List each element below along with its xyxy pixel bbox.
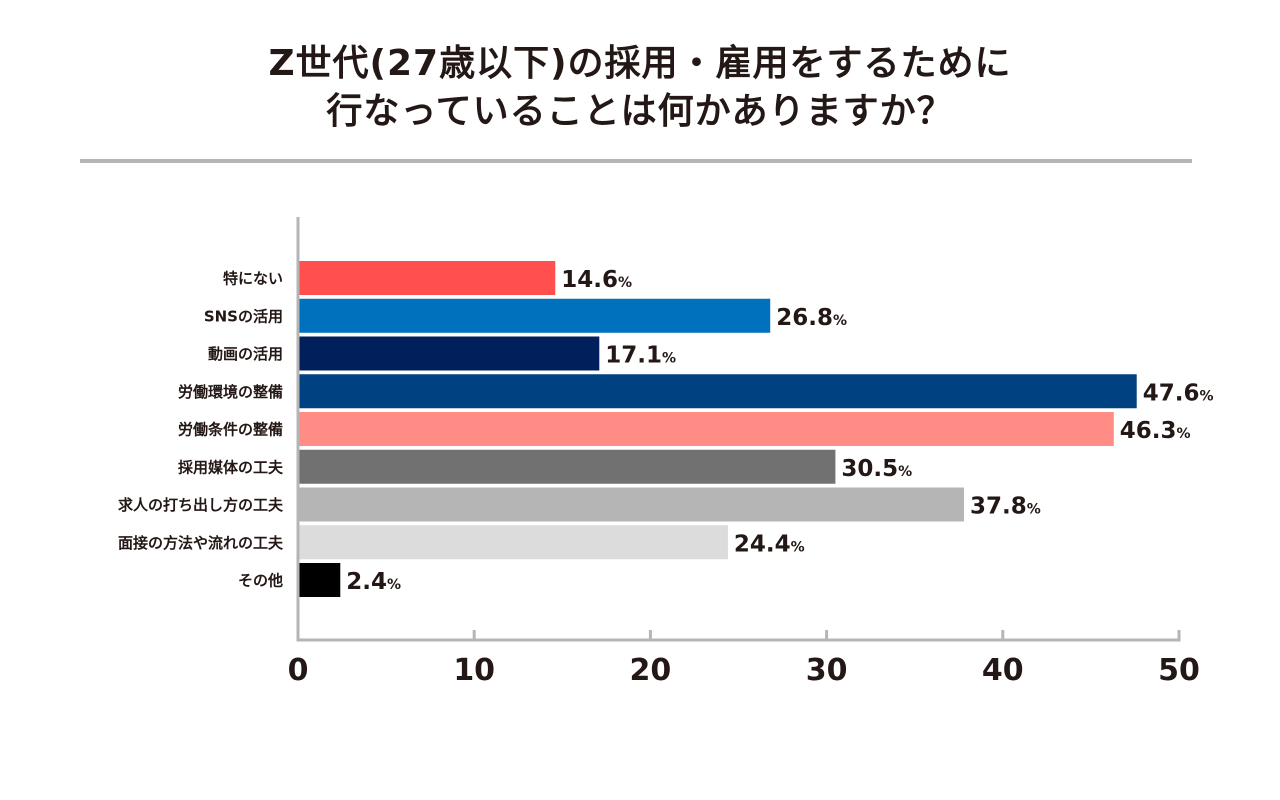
bar — [299, 412, 1114, 446]
category-label: 採用媒体の工夫 — [178, 458, 284, 476]
value-unit: % — [662, 351, 676, 367]
category-label: SNSの活用 — [204, 307, 283, 325]
value-label: 47.6% — [1143, 380, 1214, 406]
value-unit: % — [898, 464, 912, 480]
category-label: 動画の活用 — [208, 345, 283, 363]
x-tick-label: 30 — [806, 653, 848, 688]
value-unit: % — [1177, 426, 1191, 442]
category-label: その他 — [238, 572, 283, 590]
value-label: 46.3% — [1120, 418, 1191, 444]
value-label: 14.6% — [561, 267, 632, 293]
bar — [299, 525, 728, 560]
category-label: 求人の打ち出し方の工夫 — [118, 496, 284, 514]
value-unit: % — [1027, 502, 1041, 518]
x-tick-label: 0 — [288, 653, 309, 688]
value-unit: % — [1199, 388, 1213, 404]
bar — [299, 487, 965, 522]
category-label: 労働条件の整備 — [178, 421, 283, 439]
value-unit: % — [791, 539, 805, 555]
value-unit: % — [833, 313, 847, 329]
title-divider — [80, 159, 1192, 163]
value-label: 24.4% — [734, 531, 805, 557]
bar — [299, 298, 771, 333]
bar — [299, 261, 556, 295]
category-label: 労働環境の整備 — [178, 383, 283, 401]
x-tick-label: 10 — [453, 653, 495, 688]
value-label: 26.8% — [776, 305, 847, 331]
bar — [299, 563, 341, 597]
category-label: 特にない — [223, 270, 283, 288]
chart-title-line-2: 行なっていることは何かありますか？ — [326, 91, 954, 132]
chart-title: Z世代(27歳以下)の採用・雇用をするために 行なっていることは何かありますか？ — [0, 40, 1280, 136]
value-label: 30.5% — [841, 456, 912, 482]
value-label: 17.1% — [605, 343, 676, 369]
bar — [299, 449, 836, 484]
x-tick-label: 20 — [630, 653, 672, 688]
x-tick-label: 50 — [1158, 653, 1200, 688]
x-tick-label: 40 — [982, 653, 1024, 688]
chart-title-line-1: Z世代(27歳以下)の採用・雇用をするために — [268, 43, 1012, 84]
value-unit: % — [387, 577, 401, 593]
category-label: 面接の方法や流れの工夫 — [118, 534, 284, 552]
bar — [299, 374, 1137, 409]
value-label: 2.4% — [346, 569, 401, 595]
bar — [299, 336, 600, 371]
value-label: 37.8% — [970, 494, 1041, 520]
value-unit: % — [618, 275, 632, 291]
